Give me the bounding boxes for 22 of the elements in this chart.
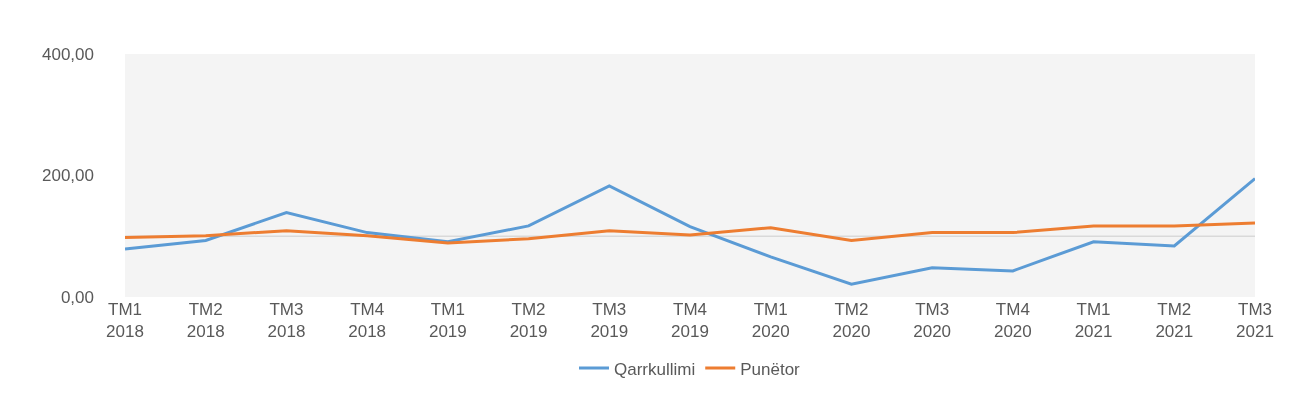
x-tick-label: TM2 2019 — [509, 300, 548, 342]
legend-label: Qarrkullimi — [614, 359, 696, 379]
legend-label: Punëtor — [740, 359, 801, 379]
y-tick-label: 200,00 — [42, 166, 94, 186]
x-tick-label: TM3 2019 — [590, 300, 629, 342]
y-tick-label: 400,00 — [42, 44, 94, 64]
x-tick-label: TM4 2020 — [993, 300, 1032, 342]
x-tick-label: TM1 2018 — [106, 300, 144, 342]
line-series — [125, 177, 1255, 286]
x-tick-label: TM4 2018 — [348, 300, 387, 342]
line-series — [125, 221, 1255, 245]
x-tick-label: TM2 2018 — [186, 300, 225, 342]
x-tick-label: TM2 2021 — [1155, 300, 1194, 342]
x-tick-label: TM4 2019 — [671, 300, 709, 342]
y-tick-label: 0,00 — [60, 287, 94, 307]
x-tick-label: TM3 2018 — [267, 300, 306, 342]
x-tick-label: TM3 2020 — [913, 300, 952, 342]
x-tick-label: TM1 2020 — [751, 300, 790, 342]
x-tick-label: TM2 2020 — [832, 300, 871, 342]
x-tick-label: TM3 2021 — [1236, 300, 1274, 342]
x-tick-label: TM1 2021 — [1074, 300, 1113, 342]
x-tick-label: TM1 2019 — [428, 300, 467, 342]
